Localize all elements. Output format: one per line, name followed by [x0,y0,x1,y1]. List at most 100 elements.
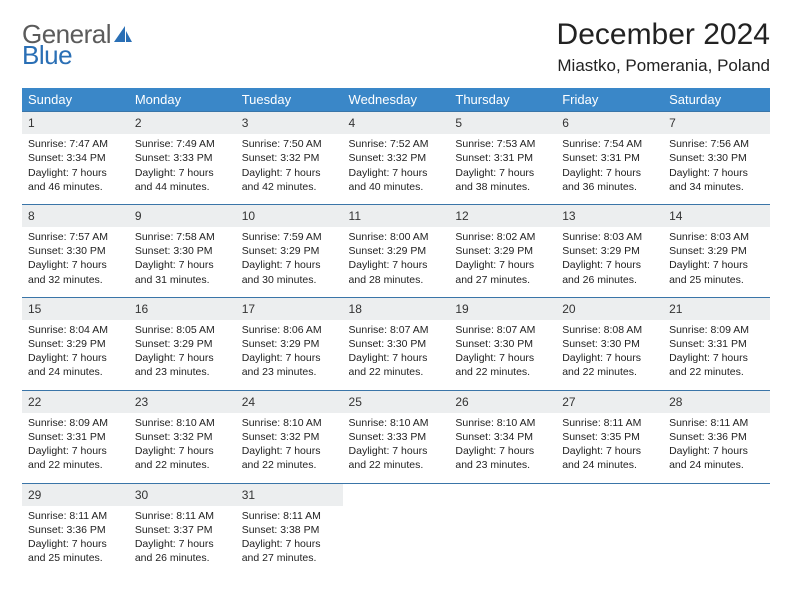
day-info-line: and 28 minutes. [349,273,444,287]
day-info-line: Daylight: 7 hours [242,444,337,458]
day-info-cell: Sunrise: 7:49 AMSunset: 3:33 PMDaylight:… [129,134,236,204]
weekday-header: Friday [556,88,663,112]
day-number-cell: 13 [556,204,663,227]
day-info-line: Daylight: 7 hours [242,537,337,551]
day-number-cell: 4 [343,112,450,135]
day-info-cell: Sunrise: 8:11 AMSunset: 3:36 PMDaylight:… [663,413,770,483]
day-number-cell: 31 [236,483,343,506]
day-info-line: Sunrise: 8:00 AM [349,230,444,244]
day-info-line: and 32 minutes. [28,273,123,287]
day-info-line: and 22 minutes. [349,458,444,472]
day-info-line: Daylight: 7 hours [455,351,550,365]
day-info-line: and 25 minutes. [669,273,764,287]
day-info-line: and 22 minutes. [562,365,657,379]
day-number-cell: 11 [343,204,450,227]
day-info-cell: Sunrise: 7:47 AMSunset: 3:34 PMDaylight:… [22,134,129,204]
day-info-cell: Sunrise: 7:59 AMSunset: 3:29 PMDaylight:… [236,227,343,297]
daynum-row: 891011121314 [22,204,770,227]
day-info-line: Sunset: 3:36 PM [669,430,764,444]
day-info-line: Sunset: 3:37 PM [135,523,230,537]
day-info-line: Sunset: 3:34 PM [455,430,550,444]
day-info-line: Sunrise: 8:11 AM [242,509,337,523]
day-number-cell: 21 [663,297,770,320]
calendar-body: 1234567Sunrise: 7:47 AMSunset: 3:34 PMDa… [22,112,770,576]
day-info-cell: Sunrise: 8:08 AMSunset: 3:30 PMDaylight:… [556,320,663,390]
day-info-line: Daylight: 7 hours [455,166,550,180]
day-info-line: and 22 minutes. [135,458,230,472]
day-number-cell: 17 [236,297,343,320]
day-info-cell: Sunrise: 8:03 AMSunset: 3:29 PMDaylight:… [663,227,770,297]
day-info-line: Sunset: 3:30 PM [135,244,230,258]
day-info-line: Sunset: 3:31 PM [455,151,550,165]
day-number-cell: 30 [129,483,236,506]
day-info-cell: Sunrise: 8:04 AMSunset: 3:29 PMDaylight:… [22,320,129,390]
day-info-cell: Sunrise: 8:11 AMSunset: 3:38 PMDaylight:… [236,506,343,576]
day-info-cell: Sunrise: 7:50 AMSunset: 3:32 PMDaylight:… [236,134,343,204]
day-info-line: Sunset: 3:29 PM [455,244,550,258]
day-info-line: Sunset: 3:29 PM [28,337,123,351]
title-block: December 2024 Miastko, Pomerania, Poland [557,18,770,76]
daynum-row: 22232425262728 [22,390,770,413]
sail-icon [113,25,133,43]
day-info-cell: Sunrise: 8:11 AMSunset: 3:37 PMDaylight:… [129,506,236,576]
day-number-cell: 9 [129,204,236,227]
day-info-line: Sunrise: 7:49 AM [135,137,230,151]
day-info-line: Sunset: 3:30 PM [28,244,123,258]
day-number-cell: 10 [236,204,343,227]
day-number-cell: 28 [663,390,770,413]
day-info-line: Sunset: 3:29 PM [242,244,337,258]
day-info-line: Sunrise: 8:11 AM [562,416,657,430]
day-info-line: Sunset: 3:30 PM [349,337,444,351]
day-info-line: Sunrise: 8:07 AM [455,323,550,337]
day-info-line: Sunset: 3:32 PM [349,151,444,165]
day-info-line: Daylight: 7 hours [135,351,230,365]
day-info-line: and 23 minutes. [242,365,337,379]
day-info-line: and 30 minutes. [242,273,337,287]
day-info-line: Sunrise: 8:11 AM [669,416,764,430]
day-number-cell: 8 [22,204,129,227]
day-info-cell: Sunrise: 8:11 AMSunset: 3:36 PMDaylight:… [22,506,129,576]
day-info-cell: Sunrise: 8:05 AMSunset: 3:29 PMDaylight:… [129,320,236,390]
day-info-line: Sunrise: 8:10 AM [455,416,550,430]
daynum-row: 293031 [22,483,770,506]
weekday-header: Tuesday [236,88,343,112]
day-info-line: Sunrise: 7:50 AM [242,137,337,151]
header: General Blue December 2024 Miastko, Pome… [22,18,770,76]
day-info-line: Sunset: 3:36 PM [28,523,123,537]
day-number-cell: 1 [22,112,129,135]
day-info-line: Daylight: 7 hours [562,444,657,458]
day-number-cell: 6 [556,112,663,135]
day-info-line: Daylight: 7 hours [562,166,657,180]
day-info-line: and 22 minutes. [669,365,764,379]
day-number-cell: 25 [343,390,450,413]
day-info-cell: Sunrise: 8:10 AMSunset: 3:34 PMDaylight:… [449,413,556,483]
day-info-line: Sunset: 3:33 PM [135,151,230,165]
day-info-line: and 26 minutes. [135,551,230,565]
day-info-cell [343,506,450,576]
day-info-line: Sunrise: 8:03 AM [562,230,657,244]
day-info-line: Daylight: 7 hours [349,258,444,272]
day-number-cell: 23 [129,390,236,413]
day-info-line: and 40 minutes. [349,180,444,194]
day-info-line: and 36 minutes. [562,180,657,194]
day-info-cell: Sunrise: 8:00 AMSunset: 3:29 PMDaylight:… [343,227,450,297]
day-info-line: Daylight: 7 hours [455,258,550,272]
logo-word-2: Blue [22,45,133,66]
day-info-line: and 23 minutes. [135,365,230,379]
day-info-line: Sunrise: 7:56 AM [669,137,764,151]
day-info-line: Daylight: 7 hours [242,258,337,272]
day-info-line: Sunrise: 8:09 AM [669,323,764,337]
day-info-line: Sunset: 3:29 PM [562,244,657,258]
month-title: December 2024 [557,18,770,52]
day-info-line: Sunrise: 8:06 AM [242,323,337,337]
day-info-line: Sunset: 3:32 PM [242,151,337,165]
day-number-cell: 14 [663,204,770,227]
day-number-cell: 19 [449,297,556,320]
day-info-line: Daylight: 7 hours [242,166,337,180]
day-info-cell: Sunrise: 8:09 AMSunset: 3:31 PMDaylight:… [663,320,770,390]
day-info-line: Sunrise: 8:10 AM [349,416,444,430]
day-info-line: Sunrise: 8:11 AM [28,509,123,523]
day-info-line: Daylight: 7 hours [135,444,230,458]
day-info-line: and 31 minutes. [135,273,230,287]
day-info-line: and 26 minutes. [562,273,657,287]
